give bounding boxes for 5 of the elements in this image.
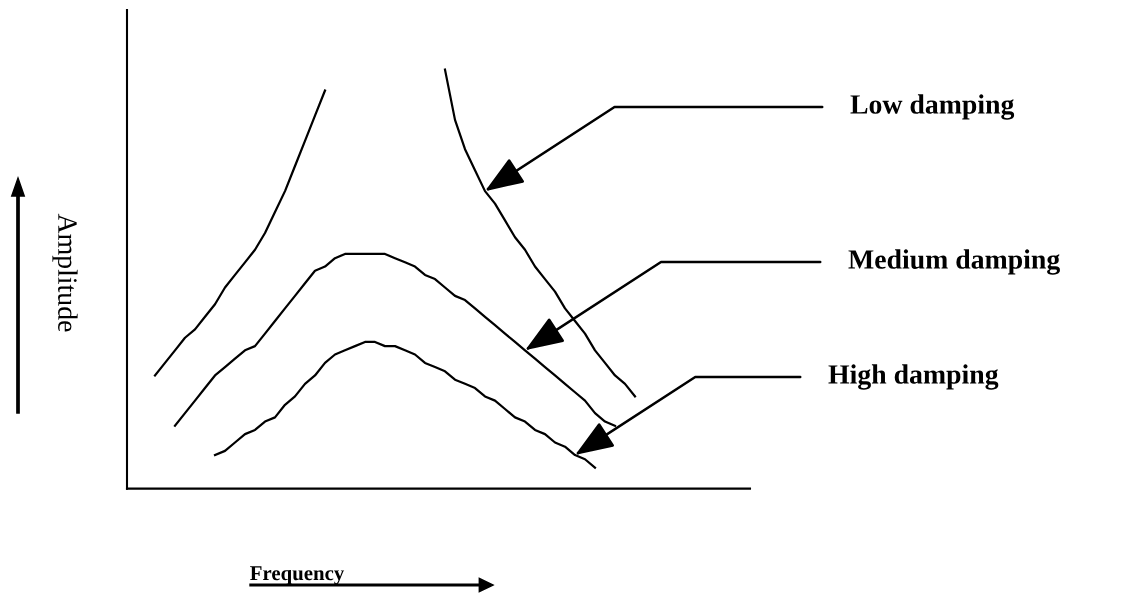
y-axis-title: Amplitude <box>52 213 78 332</box>
x-axis-title: Frequency <box>250 566 345 585</box>
text: Medium damping <box>848 249 1060 275</box>
text: Low damping <box>850 94 1015 120</box>
text: High damping <box>828 364 999 390</box>
